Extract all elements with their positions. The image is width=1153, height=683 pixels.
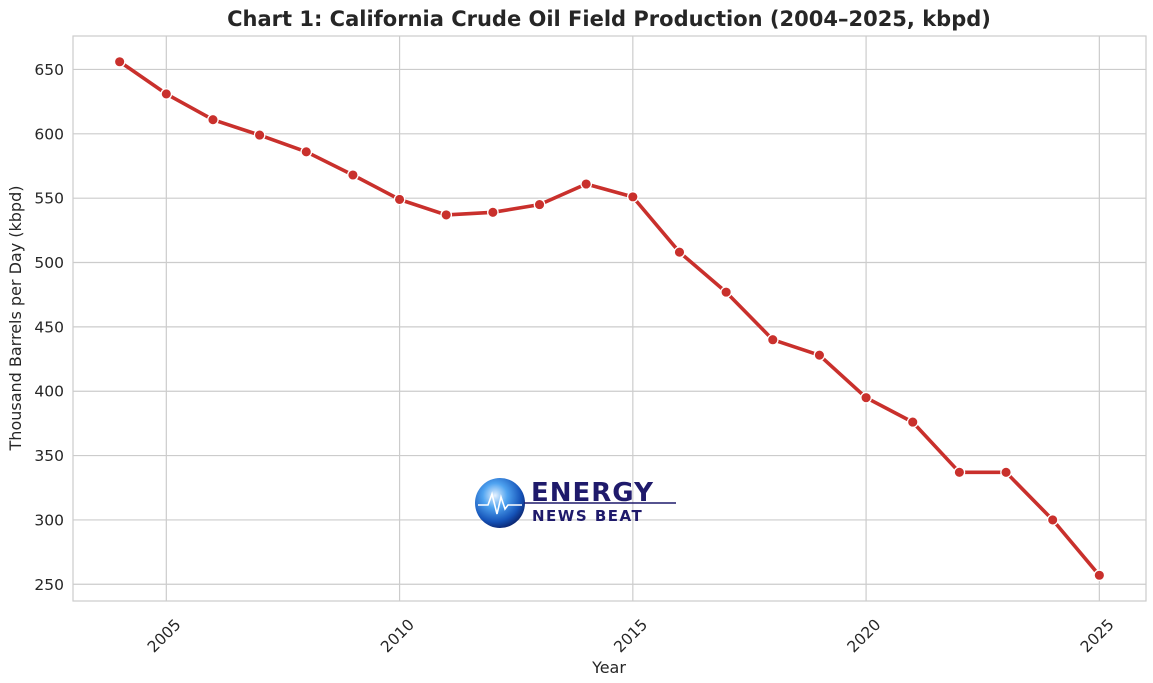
data-point	[673, 246, 686, 259]
y-tick-label: 350	[34, 447, 64, 465]
tick-labels: 250 300 350 400 450 500 550 600 650 2005 2010 2015 2…	[34, 61, 1117, 656]
pulse-line-icon	[478, 491, 522, 515]
x-tick-label: 2015	[611, 616, 652, 657]
y-tick-label: 600	[34, 125, 64, 143]
logo-line-1: ENERGY	[531, 478, 654, 508]
x-tick-label: 2025	[1077, 616, 1118, 657]
data-point	[113, 55, 126, 68]
chart-title: Chart 1: California Crude Oil Field Prod…	[227, 7, 991, 31]
data-point	[487, 206, 499, 219]
data-point	[253, 129, 266, 141]
data-point	[766, 333, 779, 346]
grid-lines	[73, 36, 1146, 601]
y-tick-label: 250	[34, 576, 64, 594]
data-point	[533, 198, 546, 211]
y-tick-label: 650	[34, 61, 64, 79]
data-point	[300, 145, 313, 158]
y-tick-label: 450	[34, 318, 64, 336]
series-line	[117, 59, 1102, 578]
data-point	[906, 416, 919, 428]
y-axis-label: Thousand Barrels per Day (kbpd)	[6, 186, 25, 452]
data-point	[1000, 466, 1012, 479]
x-axis-label: Year	[591, 658, 626, 677]
series-layer	[113, 55, 1106, 582]
data-point	[813, 349, 826, 362]
data-point	[953, 466, 966, 479]
y-tick-label: 400	[34, 383, 64, 401]
y-tick-label: 550	[34, 190, 64, 208]
y-tick-label: 500	[34, 254, 64, 272]
data-point	[160, 88, 173, 100]
data-point	[393, 193, 406, 206]
data-point	[580, 178, 593, 190]
data-point	[440, 209, 453, 221]
data-point	[1093, 569, 1106, 582]
data-point	[347, 169, 359, 181]
energy-news-beat-logo: ENERGY NEWS BEAT	[475, 478, 676, 528]
data-point	[1046, 514, 1059, 526]
logo-line-2: NEWS BEAT	[532, 507, 643, 525]
plot-area-frame	[72, 35, 1147, 602]
x-tick-label: 2020	[844, 616, 885, 657]
data-point	[207, 113, 219, 126]
x-tick-label: 2005	[144, 616, 185, 657]
data-point	[626, 191, 639, 203]
x-tick-label: 2010	[377, 616, 418, 657]
y-tick-label: 300	[34, 511, 64, 529]
data-point	[860, 391, 872, 404]
data-point	[720, 286, 732, 298]
